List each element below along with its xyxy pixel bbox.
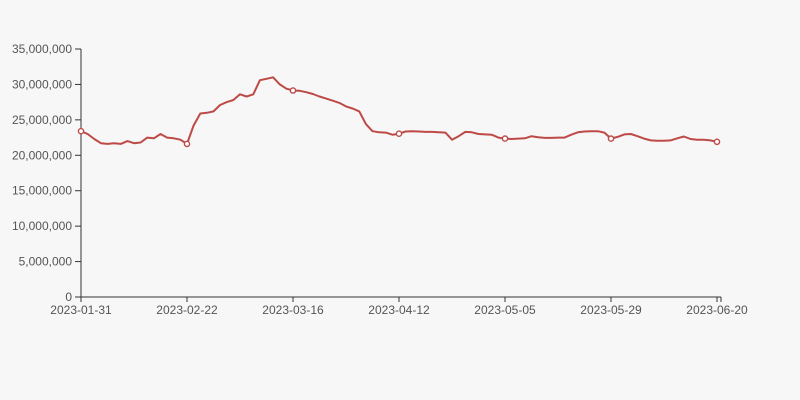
x-axis-tick-label: 2023-06-20 — [686, 303, 748, 317]
data-point-marker[interactable] — [395, 130, 403, 137]
data-point-marker[interactable] — [607, 135, 615, 142]
x-axis-tick-label: 2023-01-31 — [50, 303, 112, 317]
x-axis-tick-label: 2023-05-29 — [580, 303, 642, 317]
y-axis-tick-label: 10,000,000 — [12, 219, 72, 233]
x-axis-tick-label: 2023-05-05 — [474, 303, 536, 317]
data-point-marker[interactable] — [289, 87, 297, 94]
data-point-marker[interactable] — [77, 127, 85, 135]
data-point-marker[interactable] — [501, 135, 509, 142]
y-axis-tick-label: 15,000,000 — [12, 184, 72, 198]
y-axis-tick-label: 35,000,000 — [12, 42, 72, 56]
y-axis-tick-label: 0 — [65, 290, 72, 304]
y-axis-tick-label: 5,000,000 — [19, 255, 73, 269]
x-axis-tick-label: 2023-03-16 — [262, 303, 324, 317]
x-axis-tick-label: 2023-04-12 — [368, 303, 430, 317]
x-axis-tick-label: 2023-02-22 — [156, 303, 218, 317]
data-point-marker[interactable] — [713, 138, 721, 146]
data-point-marker[interactable] — [183, 140, 191, 148]
y-axis-tick-label: 20,000,000 — [12, 148, 72, 162]
y-axis-tick-label: 30,000,000 — [12, 77, 72, 91]
y-axis-tick-label: 25,000,000 — [12, 113, 72, 127]
